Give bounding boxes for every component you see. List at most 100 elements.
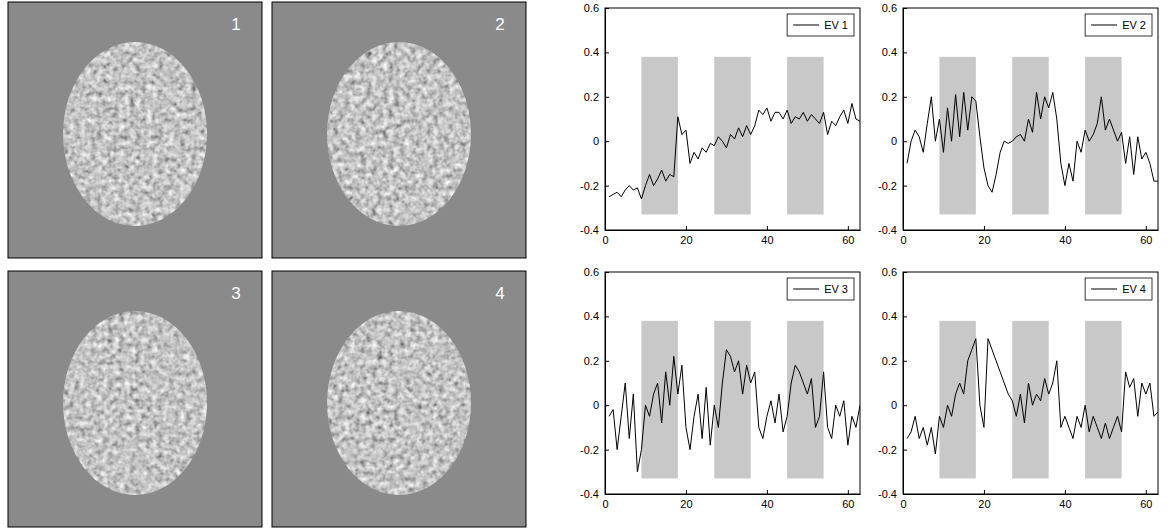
tick: 0.2	[882, 355, 907, 367]
legend-label: EV 2	[1122, 19, 1146, 31]
tick: 0.2	[584, 355, 609, 367]
plot-background	[903, 272, 1158, 494]
image-panel: 4	[272, 271, 526, 527]
tick: 20	[978, 226, 990, 246]
plot-area	[609, 321, 860, 479]
tick: -0.2	[878, 444, 907, 456]
tick-label: -0.2	[580, 180, 599, 192]
chart: 0204060-0.4-0.200.20.40.6EV 1	[580, 2, 860, 246]
plot-frame	[605, 272, 860, 494]
tick-label: 0.6	[584, 2, 599, 14]
tick-label: 20	[978, 498, 990, 510]
stimulus-block	[641, 57, 677, 215]
chart: 0204060-0.4-0.200.20.40.6EV 3	[580, 266, 860, 510]
tick-label: 0.4	[584, 310, 599, 322]
brain-slice	[63, 42, 207, 226]
tick-mark	[903, 141, 907, 142]
legend-swatch	[1091, 25, 1117, 26]
stimulus-block	[1012, 321, 1048, 479]
stimulus-block	[1085, 321, 1121, 479]
tick: 0.4	[584, 310, 609, 322]
legend-box	[787, 14, 854, 36]
tick-mark	[903, 52, 907, 53]
tick-label: 40	[761, 234, 773, 246]
tick-mark	[903, 361, 907, 362]
axis-line	[606, 230, 861, 231]
axis-line	[904, 230, 1159, 231]
tick-mark	[767, 226, 768, 230]
tick-label: 40	[1059, 498, 1071, 510]
tick-label: -0.2	[878, 180, 897, 192]
tick-label: 0	[593, 135, 599, 147]
image-panel: 2	[272, 2, 526, 258]
tick: -0.4	[580, 224, 609, 236]
tick: 0.6	[882, 266, 907, 278]
series-line	[609, 103, 860, 198]
tick-label: 0	[900, 234, 906, 246]
tick: 0.6	[882, 2, 907, 14]
legend: EV 2	[1085, 14, 1152, 36]
tick-mark	[605, 361, 609, 362]
tick-label: -0.4	[580, 224, 599, 236]
tick: 20	[680, 226, 692, 246]
image-panel: 3	[8, 271, 262, 527]
tick-mark	[605, 450, 609, 451]
image-panel: 1	[8, 2, 262, 258]
tick: -0.4	[580, 488, 609, 500]
tick: 0.6	[584, 2, 609, 14]
tick: -0.2	[580, 180, 609, 192]
y-axis: -0.4-0.200.20.40.6	[580, 266, 609, 500]
legend-swatch	[1091, 289, 1117, 290]
tick-label: 0	[602, 234, 608, 246]
brain-slice	[327, 311, 471, 495]
tick-label: 0.2	[584, 355, 599, 367]
image-label: 3	[231, 284, 240, 303]
legend-item: EV 3	[793, 283, 848, 295]
axis-line	[605, 9, 606, 231]
axis-line	[903, 9, 904, 231]
image-background	[8, 2, 262, 258]
tick: 0.4	[882, 310, 907, 322]
x-axis: 0204060	[602, 226, 860, 246]
tick: 0.2	[882, 91, 907, 103]
tick-mark	[903, 494, 907, 495]
tick-mark	[605, 8, 609, 9]
series-line	[907, 92, 1158, 192]
axis-line	[903, 273, 904, 495]
stimulus-block	[787, 321, 823, 479]
tick-mark	[903, 230, 907, 231]
tick: 0.4	[882, 46, 907, 58]
tick-mark	[903, 405, 907, 406]
plot-frame	[605, 8, 860, 230]
chart: 0204060-0.4-0.200.20.40.6EV 2	[878, 2, 1158, 246]
chart: 0204060-0.4-0.200.20.40.6EV 4	[878, 266, 1158, 510]
tick-label: -0.2	[878, 444, 897, 456]
tick-label: 0	[891, 135, 897, 147]
image-background	[272, 2, 526, 258]
tick: 0	[593, 399, 609, 411]
y-axis: -0.4-0.200.20.40.6	[878, 2, 907, 236]
tick-mark	[1065, 490, 1066, 494]
tick: 0	[891, 135, 907, 147]
tick: 0.6	[584, 266, 609, 278]
tick-mark	[848, 226, 849, 230]
stimulus-block	[787, 57, 823, 215]
plot-background	[605, 8, 860, 230]
tick: 20	[680, 490, 692, 510]
tick: 40	[761, 226, 773, 246]
tick-mark	[605, 186, 609, 187]
tick-mark	[605, 97, 609, 98]
tick-mark	[903, 186, 907, 187]
y-axis: -0.4-0.200.20.40.6	[878, 266, 907, 500]
tick-mark	[605, 52, 609, 53]
legend-swatch	[793, 25, 819, 26]
tick-label: 0.4	[882, 310, 897, 322]
tick: -0.2	[878, 180, 907, 192]
y-axis: -0.4-0.200.20.40.6	[580, 2, 609, 236]
legend: EV 3	[787, 278, 854, 300]
tick-label: 0.6	[584, 266, 599, 278]
stimulus-block	[714, 57, 750, 215]
tick-label: 40	[761, 498, 773, 510]
series-line	[609, 350, 860, 472]
tick-mark	[605, 141, 609, 142]
